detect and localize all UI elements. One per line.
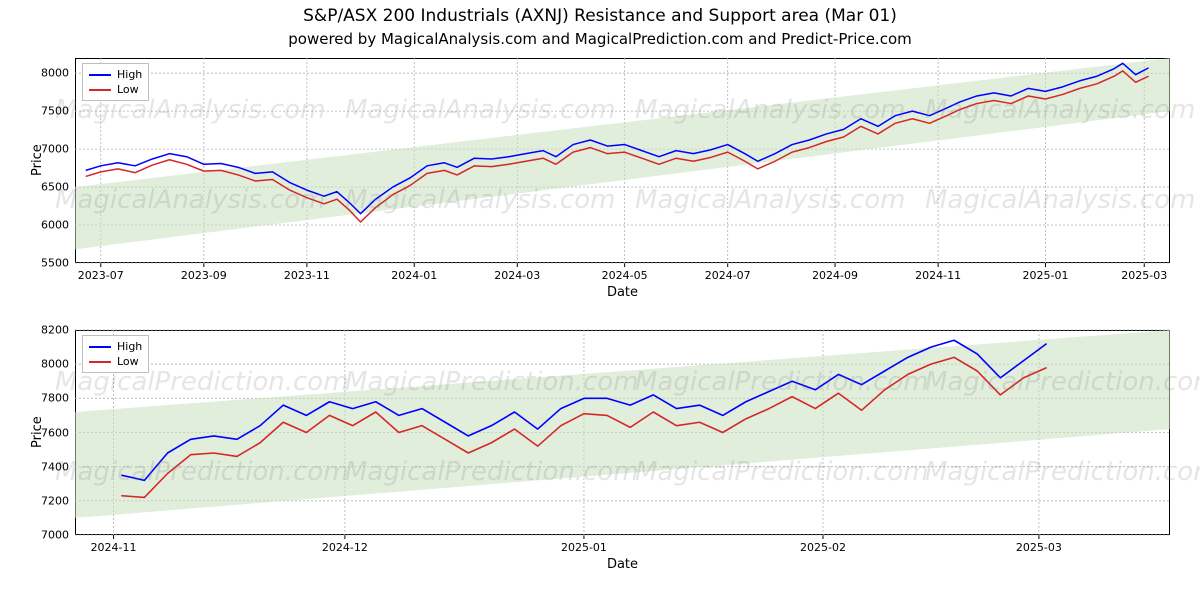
legend-swatch [89, 89, 111, 91]
x-tick-label: 2025-03 [1121, 263, 1167, 282]
x-tick-label: 2024-09 [812, 263, 858, 282]
legend-item: High [89, 67, 142, 82]
x-tick-label: 2024-07 [705, 263, 751, 282]
chart-title: S&P/ASX 200 Industrials (AXNJ) Resistanc… [0, 6, 1200, 26]
y-tick-label: 6500 [9, 181, 75, 194]
x-tick-label: 2024-05 [602, 263, 648, 282]
x-tick-label: 2024-03 [494, 263, 540, 282]
legend-label: Low [117, 355, 139, 368]
y-tick-label: 7000 [9, 143, 75, 156]
legend-item: Low [89, 354, 142, 369]
y-tick-label: 7600 [9, 426, 75, 439]
x-tick-label: 2025-03 [1016, 535, 1062, 554]
bottom-chart: MagicalPrediction.com MagicalPrediction.… [75, 330, 1170, 535]
x-tick-label: 2024-11 [91, 535, 137, 554]
y-tick-label: 8000 [9, 358, 75, 371]
y-tick-label: 7500 [9, 105, 75, 118]
x-tick-label: 2023-09 [181, 263, 227, 282]
x-tick-label: 2024-11 [915, 263, 961, 282]
y-tick-label: 8200 [9, 324, 75, 337]
legend-item: High [89, 339, 142, 354]
legend-label: High [117, 340, 142, 353]
y-tick-label: 5500 [9, 257, 75, 270]
x-axis-label: Date [75, 285, 1170, 300]
y-tick-label: 7200 [9, 494, 75, 507]
x-axis-label: Date [75, 557, 1170, 572]
legend-item: Low [89, 82, 142, 97]
x-tick-label: 2024-01 [391, 263, 437, 282]
x-tick-label: 2023-11 [284, 263, 330, 282]
x-tick-label: 2025-01 [1022, 263, 1068, 282]
y-tick-label: 7000 [9, 529, 75, 542]
bottom-chart-svg [75, 330, 1170, 535]
legend-swatch [89, 361, 111, 363]
legend-label: Low [117, 83, 139, 96]
legend-swatch [89, 74, 111, 76]
x-tick-label: 2025-01 [561, 535, 607, 554]
x-tick-label: 2025-02 [800, 535, 846, 554]
legend: High Low [82, 335, 149, 373]
y-tick-label: 7800 [9, 392, 75, 405]
legend-swatch [89, 346, 111, 348]
top-chart-svg [75, 58, 1170, 263]
legend-label: High [117, 68, 142, 81]
y-tick-label: 7400 [9, 460, 75, 473]
y-tick-label: 6000 [9, 219, 75, 232]
figure: S&P/ASX 200 Industrials (AXNJ) Resistanc… [0, 0, 1200, 600]
legend: High Low [82, 63, 149, 101]
top-chart: MagicalAnalysis.com MagicalAnalysis.com … [75, 58, 1170, 263]
y-tick-label: 8000 [9, 67, 75, 80]
x-tick-label: 2024-12 [322, 535, 368, 554]
x-tick-label: 2023-07 [78, 263, 124, 282]
chart-subtitle: powered by MagicalAnalysis.com and Magic… [0, 30, 1200, 48]
